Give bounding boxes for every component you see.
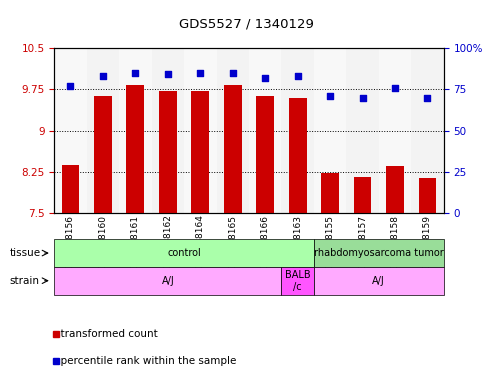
Bar: [386, 166, 404, 213]
Point: [229, 70, 237, 76]
Bar: [87, 48, 119, 213]
Bar: [282, 267, 314, 295]
Point: [164, 71, 172, 78]
Bar: [411, 48, 444, 213]
Bar: [346, 48, 379, 213]
Point: [358, 94, 366, 101]
Point: [391, 84, 399, 91]
Bar: [282, 48, 314, 213]
Text: tissue: tissue: [10, 248, 41, 258]
Text: GDS5527 / 1340129: GDS5527 / 1340129: [179, 17, 314, 30]
Text: A/J: A/J: [161, 276, 174, 286]
Bar: [289, 98, 307, 213]
Text: strain: strain: [10, 276, 40, 286]
Bar: [54, 267, 282, 295]
Bar: [256, 96, 274, 213]
Bar: [151, 48, 184, 213]
Point: [423, 94, 431, 101]
Bar: [379, 48, 411, 213]
Text: transformed count: transformed count: [54, 329, 158, 339]
Bar: [184, 48, 216, 213]
Bar: [119, 48, 151, 213]
Bar: [191, 91, 209, 213]
Bar: [224, 85, 242, 213]
Bar: [54, 48, 87, 213]
Text: A/J: A/J: [372, 276, 385, 286]
Text: control: control: [167, 248, 201, 258]
Point: [326, 93, 334, 99]
Point: [132, 70, 140, 76]
Bar: [314, 239, 444, 267]
Point: [99, 73, 107, 79]
Bar: [216, 48, 249, 213]
Bar: [249, 48, 282, 213]
Point: [67, 83, 74, 89]
Bar: [419, 178, 436, 213]
Bar: [62, 165, 79, 213]
Bar: [321, 174, 339, 213]
Text: percentile rank within the sample: percentile rank within the sample: [54, 356, 237, 366]
Bar: [159, 91, 177, 213]
Bar: [126, 85, 144, 213]
Bar: [94, 96, 112, 213]
Bar: [54, 239, 314, 267]
Point: [196, 70, 204, 76]
Bar: [314, 267, 444, 295]
Text: BALB
/c: BALB /c: [285, 270, 311, 291]
Point: [261, 74, 269, 81]
Text: rhabdomyosarcoma tumor: rhabdomyosarcoma tumor: [314, 248, 444, 258]
Bar: [314, 48, 346, 213]
Point: [294, 73, 302, 79]
Bar: [353, 177, 372, 213]
